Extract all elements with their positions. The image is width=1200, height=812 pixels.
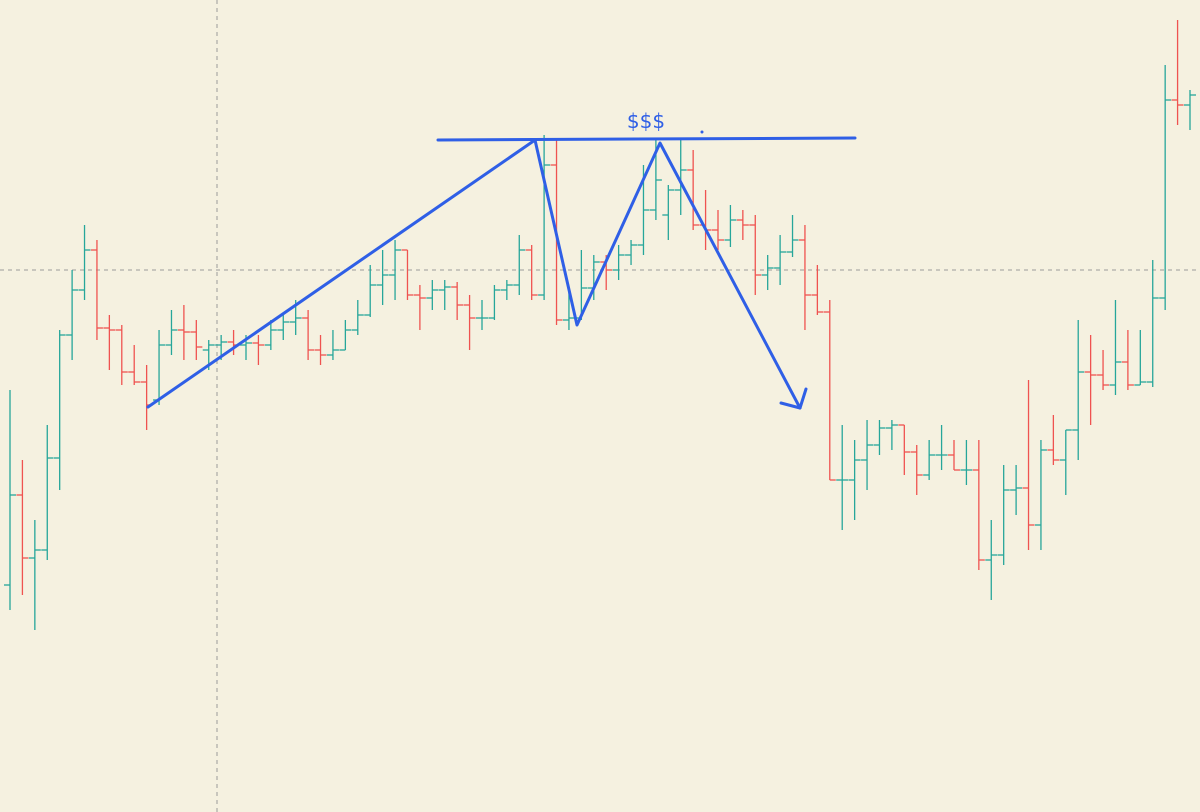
bars	[4, 20, 1196, 630]
annotation: $$$	[627, 109, 665, 133]
resistance-line	[436, 136, 857, 142]
pattern-line	[146, 138, 802, 410]
drawings: $$$	[146, 109, 857, 410]
dot	[700, 130, 704, 134]
arrow-head	[779, 387, 808, 410]
